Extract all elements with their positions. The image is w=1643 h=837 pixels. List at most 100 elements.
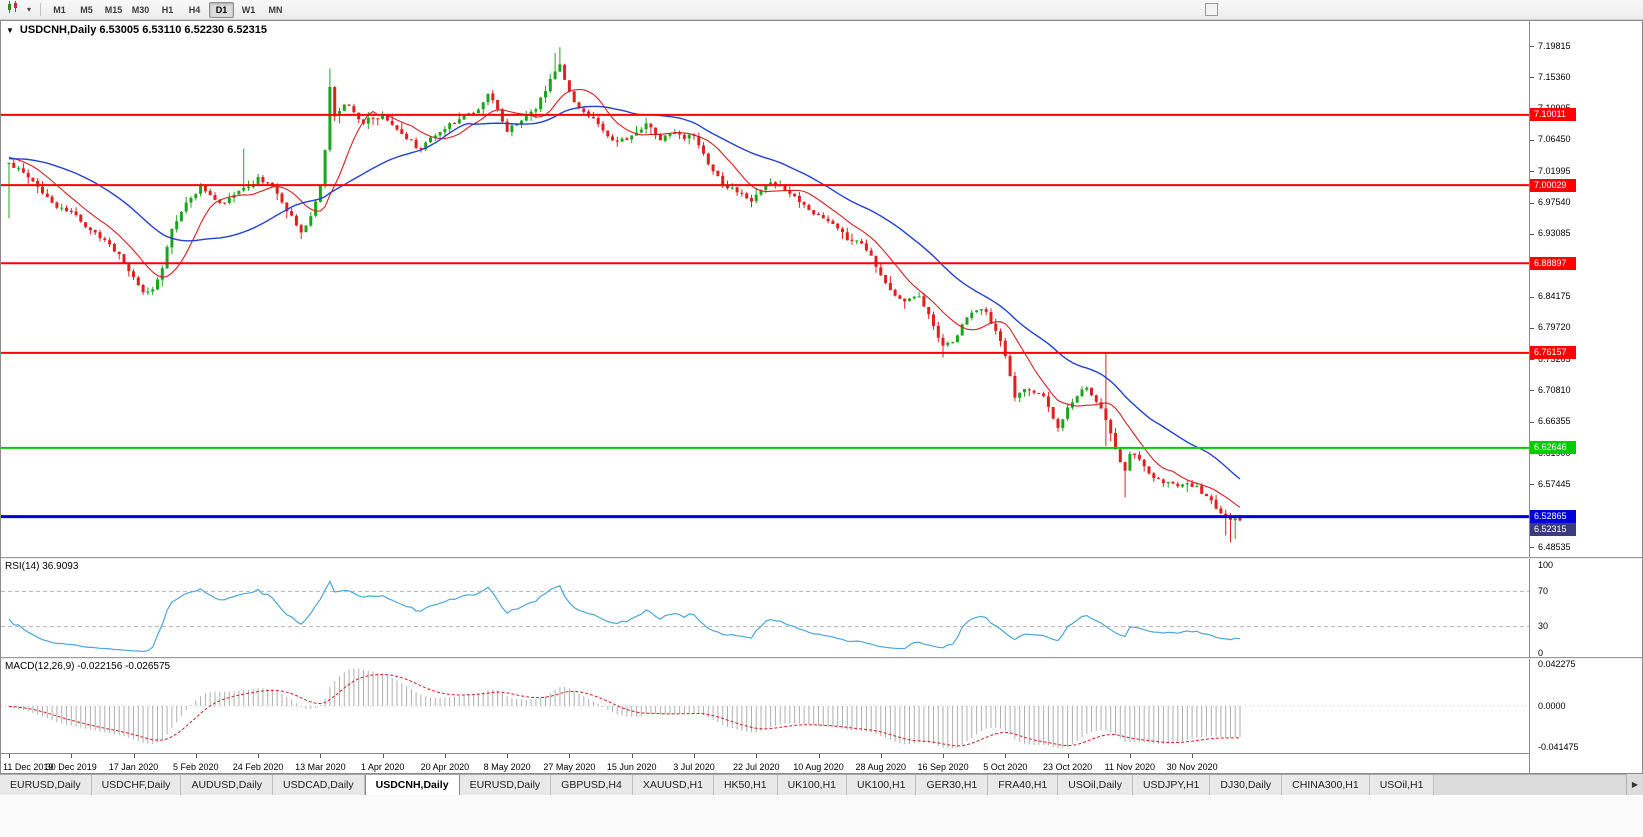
timeframe-button-m1[interactable]: M1	[53, 4, 66, 15]
chart-tab-xauusd-h1[interactable]: XAUUSD,H1	[632, 775, 714, 795]
date-tickmark	[1005, 754, 1007, 758]
price-axis-label: 6.66355	[1538, 416, 1571, 427]
date-tickmark	[507, 754, 509, 758]
timeframe-button-m5[interactable]: M5	[80, 4, 93, 15]
date-tickmark	[1067, 754, 1069, 758]
price-axis-label: 7.01995	[1538, 165, 1571, 176]
date-label: 20 Apr 2020	[420, 762, 470, 772]
price-axis-label: 6.79720	[1538, 322, 1571, 333]
date-label: 23 Oct 2020	[1043, 762, 1093, 772]
price-axis-label: 6.84175	[1538, 291, 1571, 302]
timeframe-button-w1[interactable]: W1	[241, 4, 256, 15]
timeframe-button-d1[interactable]: D1	[209, 1, 234, 18]
chart-tab-uk100-h1[interactable]: UK100,H1	[847, 775, 917, 795]
hline-price-tag[interactable]: 6.62646	[1530, 441, 1576, 455]
price-axis-tickmark	[1530, 484, 1534, 486]
price-axis[interactable]: 7.19815 7.15360 7.10905 7.06450 7.01995 6.975…	[1529, 21, 1642, 773]
rsi-chart-canvas[interactable]	[1, 559, 1529, 657]
chart-tab-usoil-h1[interactable]: USOil,H1	[1369, 775, 1435, 795]
bottom-strip	[0, 795, 1643, 837]
date-label: 3 Jul 2020	[673, 762, 715, 772]
chart-tab-eurusd-daily[interactable]: EURUSD,Daily	[0, 775, 92, 795]
price-axis-tickmark	[1530, 359, 1534, 361]
chart-tab-usdchf-daily[interactable]: USDCHF,Daily	[91, 775, 182, 795]
date-tickmark	[382, 754, 384, 758]
rsi-indicator-pane[interactable]: RSI(14) 36.9093	[1, 559, 1529, 657]
chart-symbol-ohlc: USDCNH,Daily 6.53005 6.53110 6.52230 6.5…	[19, 24, 267, 36]
chart-tab-eurusd-daily[interactable]: EURUSD,Daily	[459, 775, 552, 795]
date-label: 28 Aug 2020	[855, 762, 907, 772]
price-axis-label: 6.57445	[1538, 478, 1571, 489]
candlestick-chart-icon	[6, 0, 20, 19]
date-tickmark	[693, 754, 695, 758]
date-tickmark	[631, 754, 633, 758]
bid-price-tag: 6.52315	[1530, 523, 1576, 537]
hline-price-tag[interactable]: 7.10011	[1530, 108, 1576, 122]
timeframe-button-h1[interactable]: H1	[161, 4, 174, 15]
price-axis-tickmark	[1530, 139, 1534, 141]
tab-scroll-right-icon[interactable]: ▶	[1626, 774, 1643, 795]
rsi-title: RSI(14) 36.9093	[5, 561, 79, 572]
hline-price-tag[interactable]: 6.76157	[1530, 346, 1576, 360]
chart-title: ▼ USDCNH,Daily 6.53005 6.53110 6.52230 6…	[6, 24, 267, 36]
chart-tab-china300-h1[interactable]: CHINA300,H1	[1282, 775, 1370, 795]
price-axis-tickmark	[1530, 77, 1534, 79]
price-axis-label: 6.48535	[1538, 541, 1571, 552]
chart-tab-usdcnh-daily[interactable]: USDCNH,Daily	[364, 775, 460, 795]
date-tickmark	[756, 754, 758, 758]
date-tickmark	[818, 754, 820, 758]
hline-price-tag[interactable]: 7.00029	[1530, 178, 1576, 192]
chart-tab-fra40-h1[interactable]: FRA40,H1	[988, 775, 1059, 795]
price-axis-label: 7.10905	[1538, 104, 1571, 113]
chart-tab-ger30-h1[interactable]: GER30,H1	[916, 775, 989, 795]
rsi-axis-label: 0	[1538, 647, 1544, 658]
timeframe-button-m15[interactable]: M15	[104, 4, 123, 15]
date-label: 11 Dec 2019	[3, 762, 54, 772]
window-menu-icon[interactable]: ▼	[6, 25, 14, 35]
timeframe-button-mn[interactable]: MN	[268, 4, 283, 15]
chart-tab-audusd-daily[interactable]: AUDUSD,Daily	[181, 775, 274, 795]
chart-tab-usoil-daily[interactable]: USOil,Daily	[1058, 775, 1133, 795]
price-axis-tickmark	[1530, 296, 1534, 298]
price-axis-tickmark	[1530, 171, 1534, 173]
price-axis-label: 6.97540	[1538, 197, 1571, 208]
date-label: 11 Nov 2020	[1104, 762, 1156, 772]
price-axis-tickmark	[1530, 46, 1534, 47]
chart-tab-hk50-h1[interactable]: HK50,H1	[713, 775, 778, 795]
macd-indicator-pane[interactable]: MACD(12,26,9) -0.022156 -0.026575	[1, 659, 1529, 753]
chart-tab-gbpusd-h4[interactable]: GBPUSD,H4	[551, 775, 633, 795]
chart-tab-usdcad-daily[interactable]: USDCAD,Daily	[273, 775, 365, 795]
top-toolbar: ▾ M1 M5 M15 M30 H1 H4 D1 W1 MN	[0, 0, 1643, 20]
date-tickmark	[258, 754, 260, 758]
macd-axis-label: 0.0000	[1538, 700, 1566, 711]
date-tickmark	[320, 754, 322, 758]
pane-separator[interactable]	[1, 557, 1642, 559]
chart-tab-dj30-daily[interactable]: DJ30,Daily	[1210, 775, 1283, 795]
hline-price-tag[interactable]: 6.88897	[1530, 256, 1576, 270]
price-axis-tickmark	[1530, 327, 1534, 329]
chart-type-dropdown-caret[interactable]: ▾	[26, 5, 31, 14]
price-axis-tickmark	[1530, 233, 1534, 235]
price-axis-label: 7.06450	[1538, 134, 1571, 145]
date-tickmark	[133, 754, 135, 758]
date-tickmark	[1192, 754, 1194, 758]
price-axis-label: 7.15360	[1538, 71, 1571, 82]
timeframe-button-h4[interactable]: H4	[188, 4, 201, 15]
toolbar-floating-button[interactable]	[1205, 3, 1218, 16]
main-price-pane[interactable]: ▼ USDCNH,Daily 6.53005 6.53110 6.52230 6…	[1, 21, 1529, 557]
date-label: 30 Nov 2020	[1166, 762, 1218, 772]
hline-price-tag[interactable]: 6.52865	[1530, 510, 1576, 524]
chart-type-button[interactable]	[3, 0, 23, 19]
price-axis-tickmark	[1530, 547, 1534, 549]
date-axis[interactable]: 11 Dec 2019 30 Dec 2019 17 Jan 2020 5 Feb 2…	[1, 753, 1529, 773]
macd-chart-canvas[interactable]	[1, 659, 1529, 753]
toolbar-separator	[40, 3, 41, 16]
price-axis-label: 6.93085	[1538, 228, 1571, 239]
chart-tab-usdjpy-h1[interactable]: USDJPY,H1	[1132, 775, 1211, 795]
date-tickmark	[9, 754, 10, 758]
date-label: 5 Feb 2020	[173, 762, 219, 772]
timeframe-button-m30[interactable]: M30	[131, 4, 150, 15]
chart-tab-uk100-h1[interactable]: UK100,H1	[777, 775, 848, 795]
pane-separator[interactable]	[1, 657, 1642, 659]
price-chart-canvas[interactable]	[1, 21, 1529, 557]
